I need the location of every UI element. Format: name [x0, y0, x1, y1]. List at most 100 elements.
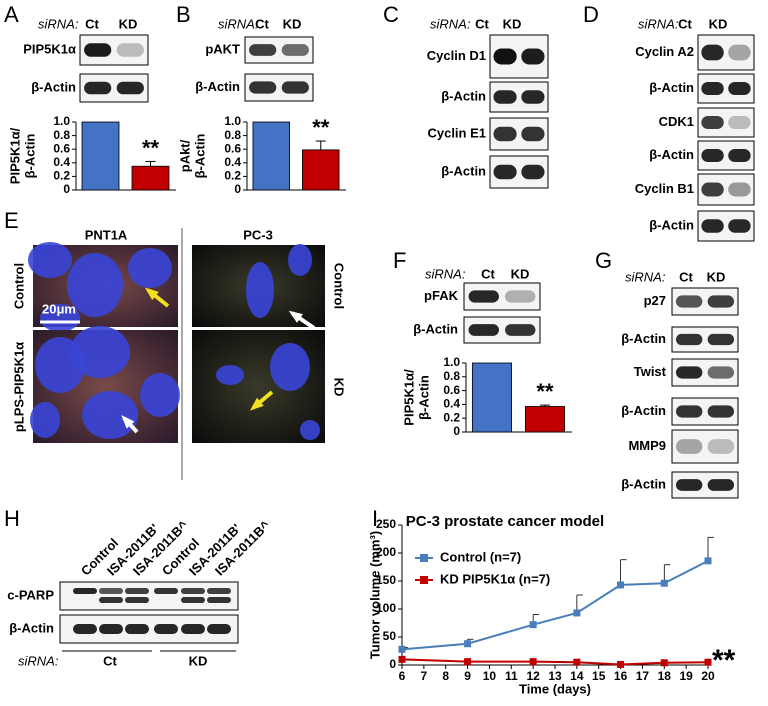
scale-label: 20μm [42, 301, 76, 316]
legend-label: KD PIP5K1α (n=7) [440, 571, 550, 586]
blot-band [707, 366, 735, 379]
lane-label: Ct [679, 269, 693, 284]
blot-band [728, 219, 751, 233]
blot-band [116, 43, 144, 57]
y-tick-label: 0.2 [53, 169, 70, 183]
blot-band [707, 405, 735, 418]
point [704, 658, 712, 666]
panel-letter: D [583, 2, 599, 27]
blot-band [493, 90, 517, 104]
point [398, 645, 406, 653]
row-label: pFAK [424, 288, 459, 303]
blot-band [707, 439, 735, 454]
panel-letter: G [595, 248, 612, 273]
lane-label: KD [707, 269, 726, 284]
nucleus [70, 326, 130, 378]
row-label: β-Actin [441, 163, 486, 178]
nucleus [300, 420, 320, 440]
nucleus [246, 262, 274, 318]
bar [524, 406, 565, 433]
nucleus [216, 365, 244, 385]
point [617, 660, 625, 668]
y-tick-label: 250 [376, 517, 396, 531]
x-tick-label: 17 [636, 669, 650, 683]
nucleus [128, 248, 172, 288]
blot-band [207, 597, 231, 603]
row-label: Control [11, 263, 26, 309]
blot-band [728, 44, 751, 61]
row-label: KD [332, 378, 347, 397]
blot-band [728, 115, 751, 130]
blot-band [125, 588, 149, 594]
row-label: β-Actin [31, 79, 76, 94]
row-label: β-Actin [621, 476, 666, 491]
blot-band [99, 588, 123, 594]
blot-band [281, 44, 309, 56]
lane-label: KD [119, 16, 138, 31]
error-bar [620, 559, 627, 585]
y-axis-label: pAkt/ [177, 139, 192, 172]
blot-band [84, 81, 112, 95]
point [573, 609, 581, 617]
blot-band [125, 597, 149, 603]
blot-band [154, 624, 178, 634]
bar [471, 362, 512, 433]
blot-band [181, 624, 205, 634]
blot-band [521, 48, 545, 65]
row-label: p27 [644, 293, 666, 308]
blot-band [73, 588, 97, 594]
blot-frame [697, 107, 755, 138]
nucleus [30, 402, 60, 438]
lane-label: Ct [255, 16, 269, 31]
sirna-label: siRNA: [218, 16, 259, 31]
sirna-label: siRNA: [18, 653, 59, 668]
error-bar [539, 404, 550, 407]
row-label: Twist [634, 364, 667, 379]
point [704, 557, 712, 565]
y-tick-label: 0.2 [443, 410, 460, 424]
row-label: pLPS-PIP5K1α [11, 342, 26, 432]
row-label: MMP9 [628, 438, 666, 453]
blot-band [701, 44, 724, 61]
y-axis-label: PIP5K1α/ [401, 369, 416, 426]
nucleus [288, 244, 312, 276]
y-tick-label: 0.4 [224, 155, 241, 169]
blot-band [249, 81, 277, 94]
nucleus [270, 343, 310, 391]
blot-band [675, 439, 703, 454]
lane-label: KD [511, 266, 530, 281]
blot-band [707, 295, 735, 308]
blot-band [521, 164, 545, 180]
row-label: Cyclin B1 [635, 181, 694, 196]
blot-band [505, 290, 536, 303]
y-tick-label: 0.4 [53, 155, 70, 169]
annotation: ** [712, 644, 736, 677]
y-tick-label: 0.8 [53, 128, 70, 142]
y-axis-label: β-Actin [416, 375, 431, 420]
blot-band [73, 624, 97, 634]
y-tick-label: 0.6 [224, 141, 241, 155]
sirna-label: siRNA: [425, 266, 466, 281]
row-label: β-Actin [413, 321, 458, 336]
blot-band [701, 182, 724, 197]
y-tick-label: 1.0 [443, 355, 460, 369]
blot-band [675, 366, 703, 379]
y-tick-label: 0.6 [443, 383, 460, 397]
blot-band [207, 588, 231, 594]
panel-letter: B [176, 2, 191, 27]
blot-band [675, 405, 703, 418]
group-label: Ct [103, 653, 117, 668]
panel-letter: A [4, 2, 19, 27]
sirna-label: siRNA: [38, 16, 79, 31]
blot-band [249, 44, 277, 56]
y-tick-label: 0.8 [224, 128, 241, 142]
sirna-label: siRNA: [638, 16, 679, 31]
row-label: CDK1 [659, 114, 694, 129]
point [660, 579, 668, 587]
row-label: β-Actin [195, 79, 240, 94]
lane-label: Ct [475, 16, 489, 31]
error-bar [707, 536, 714, 561]
blot-band [521, 126, 545, 142]
arrow-head [288, 310, 303, 323]
panel-letter: F [393, 248, 406, 273]
